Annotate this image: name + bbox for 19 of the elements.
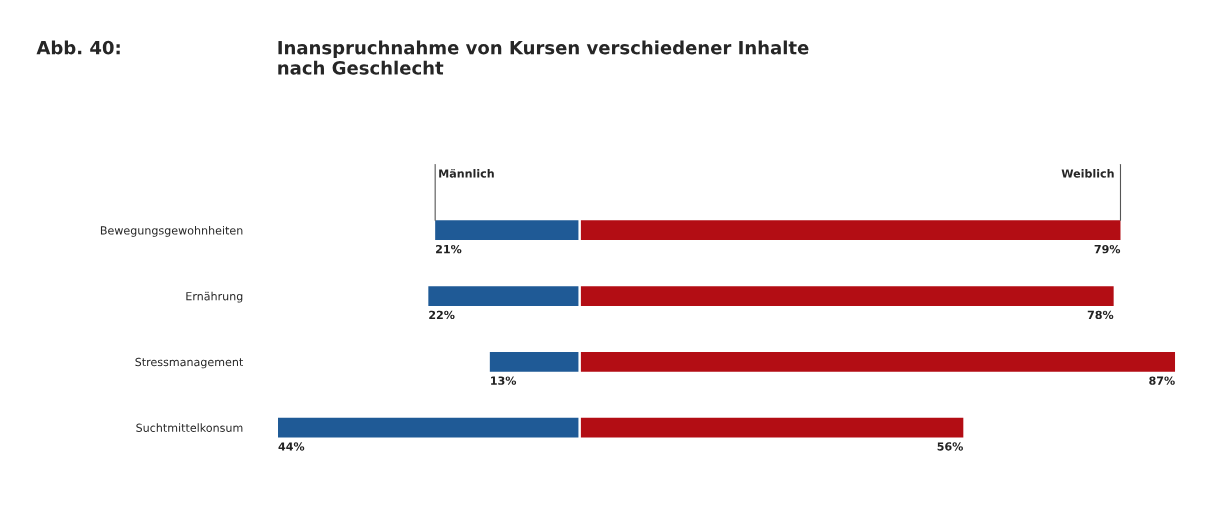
data-label: 44% (278, 442, 305, 451)
data-label: 78% (1087, 310, 1114, 320)
data-label: 13% (491, 376, 517, 385)
y-tick-label: Stressmanagement (135, 357, 244, 369)
text: Männlich (439, 168, 494, 178)
caption: Abb. 40: (36, 40, 120, 55)
y-tick-label: Bewegungsgewohnheiten (100, 226, 243, 237)
y-tick-label: Suchtmittelkonsum (136, 423, 243, 432)
data-label: 21% (436, 244, 462, 254)
y-tick-label: Ernährung (186, 291, 243, 303)
text: Weiblich (1061, 169, 1114, 178)
data-label: 22% (429, 310, 455, 320)
bar (489, 351, 579, 372)
data-label: 87% (1149, 376, 1175, 385)
bar (428, 286, 579, 306)
data-label: 79% (1094, 244, 1121, 254)
bar (435, 220, 579, 241)
chart-title: Inanspruchnahme von Kursen verschiedener Inhalte nach Geschlecht (278, 40, 809, 75)
data-label: 56% (937, 442, 963, 451)
